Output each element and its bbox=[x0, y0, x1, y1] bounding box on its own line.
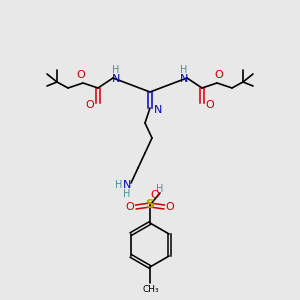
Text: O: O bbox=[126, 202, 134, 212]
Text: N: N bbox=[123, 180, 131, 190]
Text: CH₃: CH₃ bbox=[143, 284, 159, 293]
Text: H: H bbox=[112, 65, 120, 75]
Text: N: N bbox=[180, 74, 188, 84]
Text: H: H bbox=[115, 180, 123, 190]
Text: O: O bbox=[151, 190, 159, 200]
Text: O: O bbox=[166, 202, 174, 212]
Text: O: O bbox=[214, 70, 224, 80]
Text: N: N bbox=[154, 105, 162, 115]
Text: H: H bbox=[156, 184, 164, 194]
Text: H: H bbox=[180, 65, 188, 75]
Text: O: O bbox=[206, 100, 214, 110]
Text: H: H bbox=[123, 189, 131, 199]
Text: N: N bbox=[112, 74, 120, 84]
Text: O: O bbox=[85, 100, 94, 110]
Text: S: S bbox=[146, 199, 154, 212]
Text: O: O bbox=[76, 70, 85, 80]
